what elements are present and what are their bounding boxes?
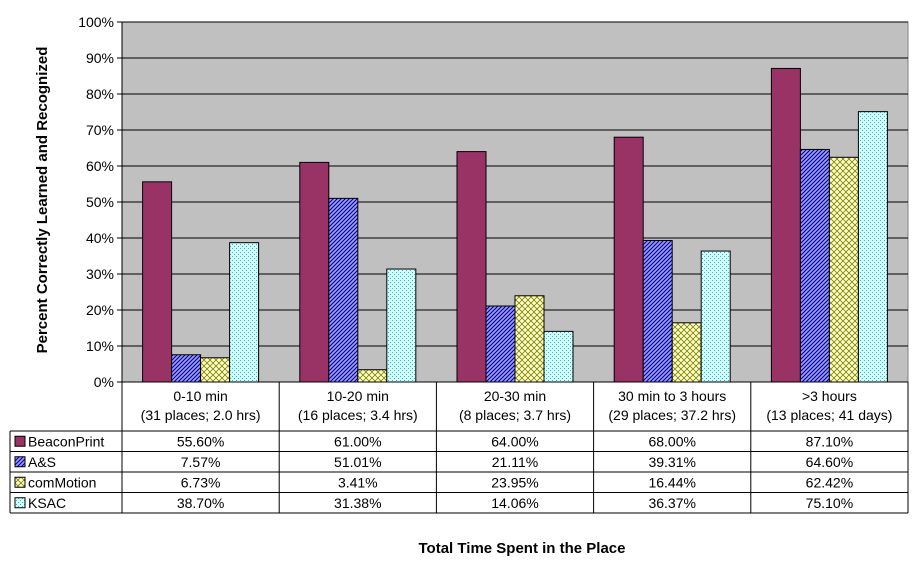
legend-swatch <box>14 497 26 509</box>
legend-label: comMotion <box>28 474 96 490</box>
y-tick-label: 50% <box>86 194 114 210</box>
table-cell: 31.38% <box>334 495 381 511</box>
x-tick-sublabel: (13 places; 41 days) <box>766 407 892 423</box>
x-tick-label: >3 hours <box>802 388 857 404</box>
bar-commotion <box>514 295 545 383</box>
bar-commotion <box>828 156 859 383</box>
y-axis: 0% 10% 20% 30% 40% 50% 60% 70% 80% 90% 100% <box>78 14 123 390</box>
x-tick-label: 20-30 min <box>484 388 546 404</box>
bar-beaconprint <box>299 161 330 383</box>
bar-a-s <box>328 197 359 383</box>
bar-ksac <box>386 268 417 383</box>
table-cell: 39.31% <box>648 454 695 470</box>
y-axis-label: Percent Correctly Learned and Recognized <box>34 47 51 354</box>
bar-ksac <box>857 111 888 383</box>
table-cell: 23.95% <box>491 474 538 490</box>
x-axis-label: Total Time Spent in the Place <box>419 540 626 557</box>
table-cell: 36.37% <box>648 495 695 511</box>
bar-commotion <box>357 369 388 383</box>
y-tick-label: 30% <box>86 266 114 282</box>
bar-ksac <box>543 330 574 383</box>
table-cell: 6.73% <box>181 474 221 490</box>
bar-beaconprint <box>142 181 173 383</box>
bars <box>122 67 908 383</box>
table-cell: 38.70% <box>177 495 224 511</box>
y-tick-label: 70% <box>86 122 114 138</box>
table-cell: 68.00% <box>648 433 695 449</box>
bar-a-s <box>799 148 830 383</box>
legend-swatch <box>14 435 26 447</box>
table-cell: 64.60% <box>806 454 853 470</box>
table-cell: 62.42% <box>806 474 853 490</box>
legend-label: A&S <box>28 454 56 470</box>
table-cell: 51.01% <box>334 454 381 470</box>
table-cell: 75.10% <box>806 495 853 511</box>
bar-a-s <box>642 239 673 383</box>
x-tick-sublabel: (29 places; 37.2 hrs) <box>608 407 736 423</box>
y-tick-label: 10% <box>86 338 114 354</box>
bar-ksac <box>700 250 731 383</box>
legend-swatch <box>14 476 26 488</box>
x-tick-sublabel: (16 places; 3.4 hrs) <box>298 407 418 423</box>
table-cell: 64.00% <box>491 433 538 449</box>
y-tick-label: 80% <box>86 86 114 102</box>
x-tick-label: 30 min to 3 hours <box>618 388 726 404</box>
y-tick-label: 90% <box>86 50 114 66</box>
bar-ksac <box>229 242 260 383</box>
bar-beaconprint <box>770 67 801 383</box>
y-tick-label: 40% <box>86 230 114 246</box>
legend-label: BeaconPrint <box>28 433 104 449</box>
table-cell: 87.10% <box>806 433 853 449</box>
y-tick-label: 60% <box>86 158 114 174</box>
table-cell: 16.44% <box>648 474 695 490</box>
legend-label: KSAC <box>28 495 66 511</box>
data-table: 0-10 min (31 places; 2.0 hrs) 10-20 min (16… <box>9 382 909 514</box>
bar-a-s <box>485 305 516 383</box>
x-tick-sublabel: (31 places; 2.0 hrs) <box>141 407 261 423</box>
y-tick-label: 0% <box>94 374 114 390</box>
table-cell: 61.00% <box>334 433 381 449</box>
y-tick-label: 100% <box>78 14 114 30</box>
table-cell: 7.57% <box>181 454 221 470</box>
bar-a-s <box>171 354 202 383</box>
legend-swatch <box>14 456 26 468</box>
x-tick-sublabel: (8 places; 3.7 hrs) <box>459 407 571 423</box>
table-cell: 21.11% <box>492 454 538 470</box>
x-tick-label: 0-10 min <box>173 388 227 404</box>
bar-beaconprint <box>613 136 644 383</box>
table-cell: 14.06% <box>491 495 538 511</box>
bar-commotion <box>671 322 702 383</box>
bar-commotion <box>200 357 231 383</box>
bar-beaconprint <box>456 151 487 383</box>
x-tick-label: 10-20 min <box>327 388 389 404</box>
table-cell: 3.41% <box>338 474 378 490</box>
table-cell: 55.60% <box>177 433 224 449</box>
y-tick-label: 20% <box>86 302 114 318</box>
